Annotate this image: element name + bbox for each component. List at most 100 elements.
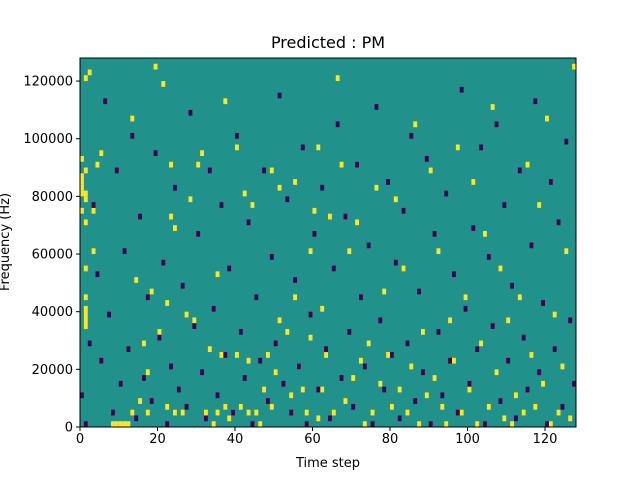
heatmap-cell-high: [269, 167, 274, 174]
heatmap-cell-low: [300, 144, 305, 151]
heatmap-cell-high: [428, 167, 433, 174]
heatmap-cell-high: [382, 288, 387, 295]
heatmap-cell-high: [432, 375, 437, 381]
heatmap-cell-low: [486, 254, 491, 260]
heatmap-cell-low: [312, 230, 317, 237]
heatmap-cell-high: [359, 357, 363, 364]
heatmap-cell-high: [149, 288, 154, 295]
x-tick-label: 120: [533, 432, 558, 447]
heatmap-cell-high: [545, 115, 549, 122]
heatmap-cell-low: [552, 346, 557, 353]
heatmap-cell-high: [83, 219, 88, 226]
heatmap-cell-low: [510, 282, 514, 289]
heatmap-cell-high: [142, 340, 146, 347]
heatmap-cell-high: [173, 409, 177, 416]
heatmap-cell-high: [510, 421, 514, 427]
heatmap-cell-low: [436, 328, 441, 335]
heatmap-cell-high: [83, 75, 88, 82]
heatmap-cell-low: [200, 369, 204, 376]
heatmap-cell-high: [238, 403, 243, 410]
heatmap-cell-low: [207, 167, 212, 174]
heatmap-cell-high: [83, 305, 88, 318]
heatmap-cell-low: [397, 415, 402, 422]
heatmap-cell-high: [517, 294, 522, 301]
heatmap-cell-high: [91, 207, 96, 214]
heatmap-cell-high: [258, 421, 263, 427]
heatmap-cell-low: [343, 213, 348, 220]
heatmap-cell-high: [413, 121, 418, 128]
heatmap-cell-high: [188, 196, 193, 203]
heatmap-cell-high: [169, 161, 173, 168]
heatmap-cell-low: [355, 161, 359, 168]
heatmap-cell-low: [293, 277, 297, 283]
heatmap-cell-high: [486, 403, 491, 410]
heatmap-cell-high: [572, 63, 576, 70]
heatmap-cell-high: [506, 317, 511, 324]
heatmap-cell-high: [80, 184, 84, 191]
heatmap-cell-high: [568, 415, 573, 422]
heatmap-cell-high: [277, 184, 282, 191]
heatmap-cell-low: [362, 363, 367, 370]
heatmap-cell-low: [339, 375, 344, 381]
heatmap-cell-high: [235, 144, 239, 151]
heatmap-cell-high: [459, 409, 464, 416]
heatmap-cell-low: [413, 398, 418, 404]
heatmap-cell-high: [393, 196, 398, 203]
heatmap-cell-low: [328, 415, 332, 422]
heatmap-cell-high: [80, 156, 84, 162]
heatmap-cell-low: [370, 421, 375, 427]
heatmap-cell-low: [149, 398, 154, 404]
heatmap-cell-high: [541, 380, 545, 387]
heatmap-cell-low: [556, 219, 561, 226]
heatmap-cell-low: [184, 403, 189, 410]
heatmap-cell-high: [91, 248, 96, 255]
heatmap-cell-high: [246, 409, 251, 416]
heatmap-cell-high: [436, 248, 441, 255]
heatmap-cell-low: [529, 242, 534, 249]
heatmap-cell-high: [405, 409, 410, 416]
heatmap-cell-high: [331, 409, 336, 416]
heatmap-cell-low: [548, 179, 553, 185]
heatmap-cell-high: [440, 403, 445, 410]
heatmap-cell-low: [541, 300, 545, 306]
heatmap-cell-low: [80, 392, 84, 399]
heatmap-cell-low: [266, 398, 270, 404]
heatmap-cell-high: [80, 190, 84, 197]
heatmap-cell-low: [142, 375, 146, 381]
heatmap-cell-low: [231, 409, 235, 416]
heatmap-cell-low: [258, 357, 263, 364]
heatmap-cell-high: [397, 386, 402, 393]
heatmap-cell-high: [339, 161, 344, 168]
heatmap-cell-low: [533, 98, 538, 105]
heatmap-cell-low: [452, 271, 456, 278]
heatmap-cell-low: [114, 167, 119, 174]
heatmap-cell-low: [161, 259, 166, 266]
heatmap-cell-high: [312, 207, 317, 214]
heatmap-cell-high: [293, 179, 297, 185]
heatmap-cell-low: [320, 184, 325, 191]
heatmap-cell-low: [386, 179, 390, 185]
heatmap-cell-high: [378, 380, 383, 387]
heatmap-cell-high: [308, 248, 313, 255]
heatmap-cell-high: [300, 386, 305, 393]
heatmap-cell-high: [246, 357, 251, 364]
heatmap-cell-high: [211, 421, 216, 427]
heatmap-cell-low: [227, 265, 232, 272]
y-tick-label: 120000: [23, 75, 73, 90]
heatmap-cell-low: [277, 92, 282, 99]
heatmap-cell-high: [219, 352, 224, 358]
heatmap-cell-high: [80, 179, 84, 185]
heatmap-cell-low: [180, 282, 185, 289]
heatmap-cell-high: [277, 317, 282, 324]
heatmap-cell-high: [560, 363, 565, 370]
heatmap-cell-high: [83, 190, 88, 197]
x-tick-label: 40: [227, 432, 244, 447]
heatmap-cell-low: [196, 230, 201, 237]
heatmap-cell-high: [285, 328, 290, 335]
heatmap-cell-high: [320, 386, 325, 393]
heatmap-cell-high: [250, 202, 255, 208]
heatmap-cell-high: [390, 403, 394, 410]
heatmap-cell-high: [548, 421, 553, 427]
heatmap-cell-high: [80, 173, 84, 180]
heatmap-cell-high: [335, 75, 340, 82]
